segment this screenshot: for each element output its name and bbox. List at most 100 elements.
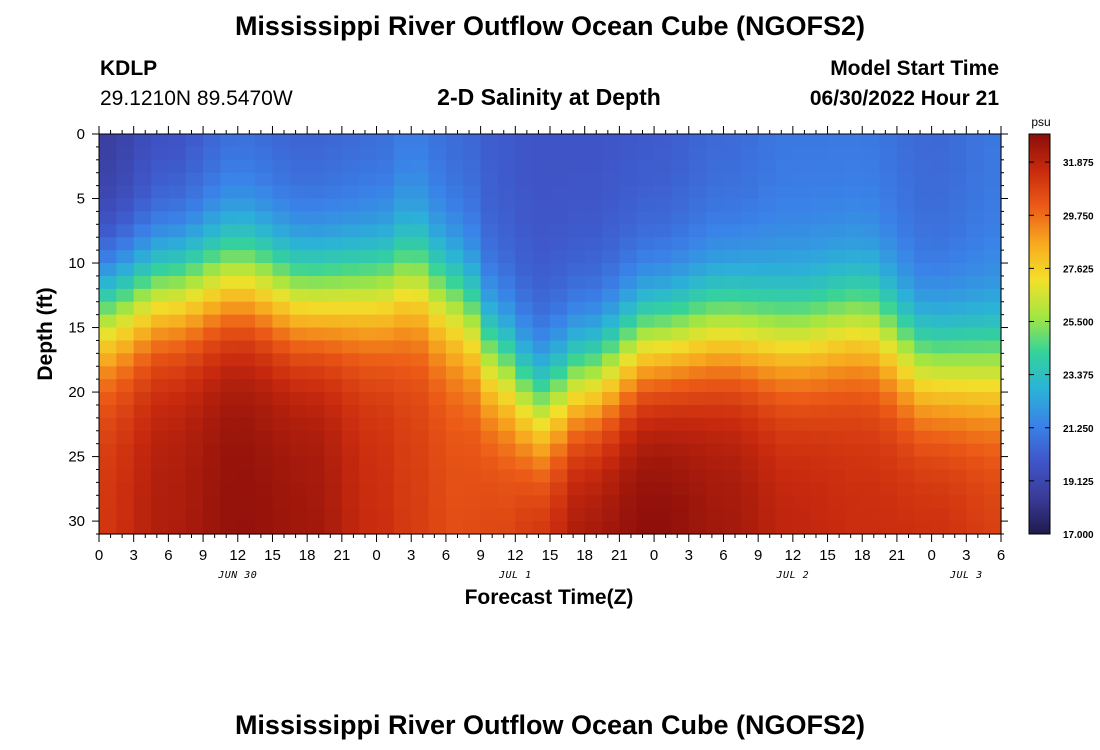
heatmap-cell [532, 392, 551, 406]
heatmap-cell [914, 366, 933, 380]
heatmap-cell [341, 314, 360, 329]
heatmap-cell [133, 250, 152, 264]
heatmap-cell [255, 443, 274, 458]
heatmap-cell [931, 314, 950, 329]
heatmap-cell [255, 340, 274, 354]
heatmap-cell [445, 275, 464, 290]
heatmap-cell [862, 340, 881, 354]
heatmap-cell [983, 198, 1002, 213]
heatmap-cell [792, 211, 811, 225]
heatmap-cell [654, 443, 673, 458]
date-label: JUL 1 [498, 570, 532, 581]
heatmap-cell [324, 521, 343, 535]
heatmap-cell [896, 417, 915, 432]
x-tick-label: 21 [889, 547, 906, 564]
heatmap-cell [116, 314, 135, 329]
heatmap-cell [584, 430, 603, 445]
x-tick-label: 12 [229, 547, 246, 564]
heatmap-cell [879, 353, 898, 367]
heatmap-cell [723, 353, 742, 367]
heatmap-cell [792, 521, 811, 535]
heatmap-cell [567, 417, 586, 432]
heatmap-cell [983, 159, 1002, 174]
heatmap-cell [827, 198, 846, 213]
heatmap-cell [827, 340, 846, 354]
heatmap-cell [602, 185, 620, 200]
heatmap-cell [896, 237, 915, 251]
heatmap-cell [185, 327, 204, 342]
heatmap-cell [428, 172, 447, 187]
heatmap-cell [428, 134, 447, 148]
heatmap-cell [758, 392, 777, 406]
heatmap-cell [983, 327, 1002, 342]
heatmap-cell [688, 314, 707, 329]
heatmap-cell [688, 159, 707, 174]
heatmap-cell [411, 327, 430, 342]
heatmap-cell [393, 250, 412, 264]
heatmap-cell [307, 327, 326, 342]
heatmap-cell [428, 314, 447, 329]
heatmap-cell [966, 456, 985, 471]
heatmap-cell [931, 482, 950, 496]
heatmap-cell [706, 224, 725, 238]
heatmap-cell [844, 482, 863, 496]
heatmap-cell [445, 237, 464, 251]
heatmap-cell [376, 263, 395, 277]
heatmap-cell [636, 495, 655, 509]
heatmap-cell [237, 237, 256, 251]
heatmap-cell [602, 146, 620, 161]
heatmap-cell [740, 211, 759, 225]
heatmap-cell [411, 211, 430, 225]
heatmap-cell [445, 392, 464, 406]
heatmap-cell [463, 404, 482, 419]
heatmap-cell [636, 146, 655, 161]
heatmap-cell [445, 134, 464, 148]
heatmap-cell [307, 379, 326, 393]
heatmap-cell [255, 172, 274, 187]
heatmap-cell [515, 237, 534, 251]
y-axis-label: Depth (ft) [34, 287, 57, 380]
heatmap-cell [723, 508, 742, 522]
heatmap-cell [463, 263, 482, 277]
heatmap-cell [862, 288, 881, 303]
heatmap-cell [862, 224, 881, 238]
heatmap-cell [532, 327, 551, 342]
heatmap-cell [844, 288, 863, 303]
heatmap-cell [151, 314, 169, 329]
heatmap-cell [914, 146, 933, 161]
heatmap-cell [463, 353, 482, 367]
heatmap-cell [671, 469, 690, 483]
heatmap-cell [272, 263, 291, 277]
heatmap-cell [550, 159, 568, 174]
heatmap-cell [602, 159, 620, 174]
heatmap-cell [428, 392, 447, 406]
heatmap-cell [844, 430, 863, 445]
heatmap-cell [619, 495, 638, 509]
heatmap-cell [706, 521, 725, 535]
heatmap-cell [792, 185, 811, 200]
heatmap-cell [792, 508, 811, 522]
colorbar-unit: psu [1031, 115, 1050, 129]
heatmap-cell [393, 288, 412, 303]
heatmap-cell [896, 159, 915, 174]
heatmap-cell [497, 482, 516, 496]
heatmap-cell [168, 263, 187, 277]
heatmap-cell [810, 417, 829, 432]
heatmap-cell [602, 366, 620, 380]
heatmap-cell [966, 146, 985, 161]
heatmap-cell [359, 172, 378, 187]
heatmap-cell [931, 185, 950, 200]
heatmap-cell [220, 224, 239, 238]
heatmap-cell [168, 237, 187, 251]
heatmap-cell [289, 392, 308, 406]
heatmap-cell [671, 392, 690, 406]
heatmap-cell [341, 146, 360, 161]
heatmap-cell [99, 211, 117, 225]
heatmap-cell [376, 134, 395, 148]
heatmap-cell [706, 482, 725, 496]
heatmap-cell [567, 275, 586, 290]
heatmap-cell [584, 237, 603, 251]
heatmap-cell [896, 314, 915, 329]
heatmap-cell [966, 430, 985, 445]
heatmap-cell [827, 366, 846, 380]
